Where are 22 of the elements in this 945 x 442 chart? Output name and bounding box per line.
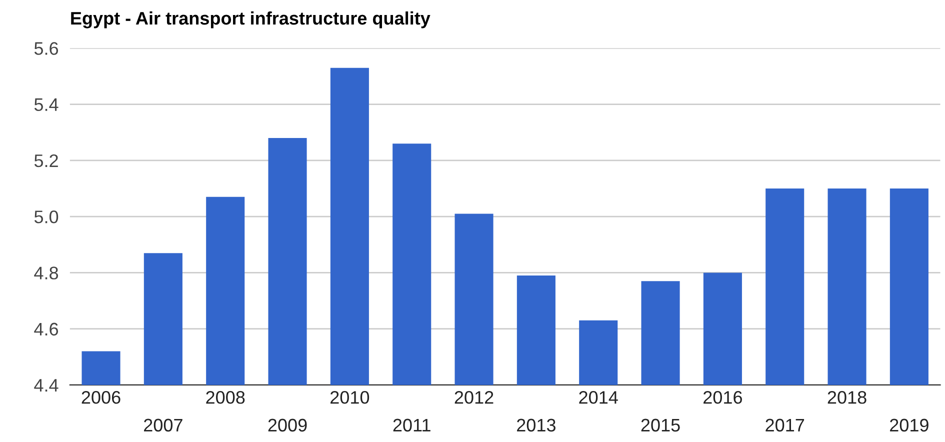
x-tick-label: 2010 <box>330 391 370 404</box>
x-tick-label: 2009 <box>268 418 307 432</box>
chart-title: Egypt - Air transport infrastructure quality <box>71 11 430 28</box>
x-tick-label: 2012 <box>454 391 494 404</box>
y-tick-label: 5.6 <box>34 42 58 55</box>
x-tick-label: 2007 <box>144 418 182 432</box>
y-tick-label: 4.6 <box>34 322 58 336</box>
x-tick-label: 2014 <box>579 391 618 404</box>
y-tick-label: 5.0 <box>34 210 58 224</box>
x-tick-label: 2019 <box>890 418 928 432</box>
x-tick-label: 2015 <box>641 418 680 432</box>
y-tick-label: 5.2 <box>34 154 58 168</box>
x-tick-label: 2016 <box>704 391 742 404</box>
x-tick-label: 2006 <box>82 391 120 404</box>
x-tick-label: 2013 <box>517 418 556 432</box>
y-tick-label: 4.8 <box>34 266 58 280</box>
y-tick-label: 4.4 <box>34 379 58 392</box>
x-tick-label: 2011 <box>393 418 430 432</box>
x-tick-label: 2008 <box>206 391 245 404</box>
x-tick-label: 2017 <box>766 418 804 432</box>
x-tick-label: 2018 <box>828 391 866 404</box>
y-tick-label: 5.4 <box>34 98 58 112</box>
